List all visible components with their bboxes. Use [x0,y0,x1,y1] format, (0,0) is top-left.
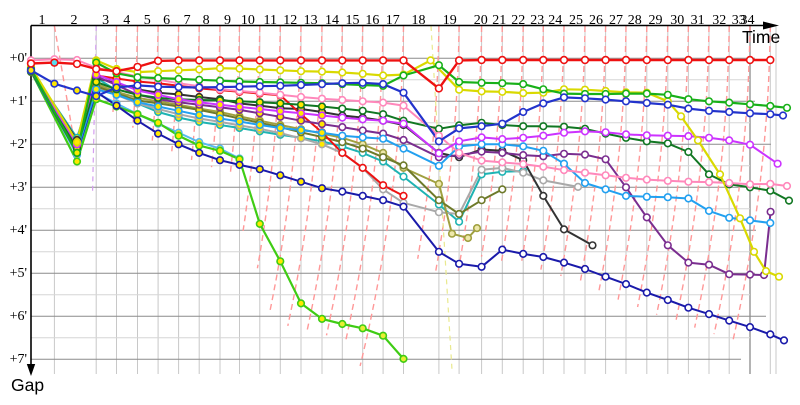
svg-text:19: 19 [443,13,457,28]
svg-text:14: 14 [325,13,339,28]
svg-text:+5': +5' [10,266,27,281]
svg-text:11: 11 [264,13,277,28]
svg-text:10: 10 [241,13,255,28]
svg-text:26: 26 [589,13,603,28]
svg-text:18: 18 [412,13,426,28]
svg-text:4: 4 [123,13,130,28]
svg-text:33: 33 [732,13,746,28]
svg-text:34: 34 [741,13,755,28]
svg-text:20: 20 [474,13,488,28]
svg-text:15: 15 [346,13,360,28]
svg-text:Time: Time [742,27,780,47]
svg-text:5: 5 [144,13,151,28]
svg-text:12: 12 [283,13,297,28]
svg-text:25: 25 [569,13,583,28]
svg-text:32: 32 [712,13,726,28]
svg-text:21: 21 [492,13,506,28]
svg-text:7: 7 [184,13,191,28]
svg-text:6: 6 [163,13,170,28]
svg-text:+7': +7' [10,352,27,367]
svg-text:+3': +3' [10,180,27,195]
svg-text:2: 2 [71,13,78,28]
svg-text:13: 13 [304,13,318,28]
svg-text:24: 24 [548,13,562,28]
svg-text:Gap: Gap [11,375,44,395]
svg-text:22: 22 [511,13,525,28]
svg-text:+4': +4' [10,223,27,238]
svg-text:29: 29 [649,13,663,28]
svg-text:30: 30 [670,13,684,28]
svg-text:27: 27 [609,13,623,28]
svg-text:16: 16 [365,13,379,28]
svg-text:28: 28 [628,13,642,28]
svg-text:+6': +6' [10,309,27,324]
svg-text:+0': +0' [10,51,27,66]
svg-text:23: 23 [530,13,544,28]
svg-text:1: 1 [39,13,46,28]
svg-text:9: 9 [224,13,231,28]
svg-text:8: 8 [203,13,210,28]
svg-text:31: 31 [691,13,705,28]
svg-text:17: 17 [386,13,400,28]
svg-text:3: 3 [102,13,109,28]
svg-text:+2': +2' [10,137,27,152]
svg-text:+1': +1' [10,94,27,109]
